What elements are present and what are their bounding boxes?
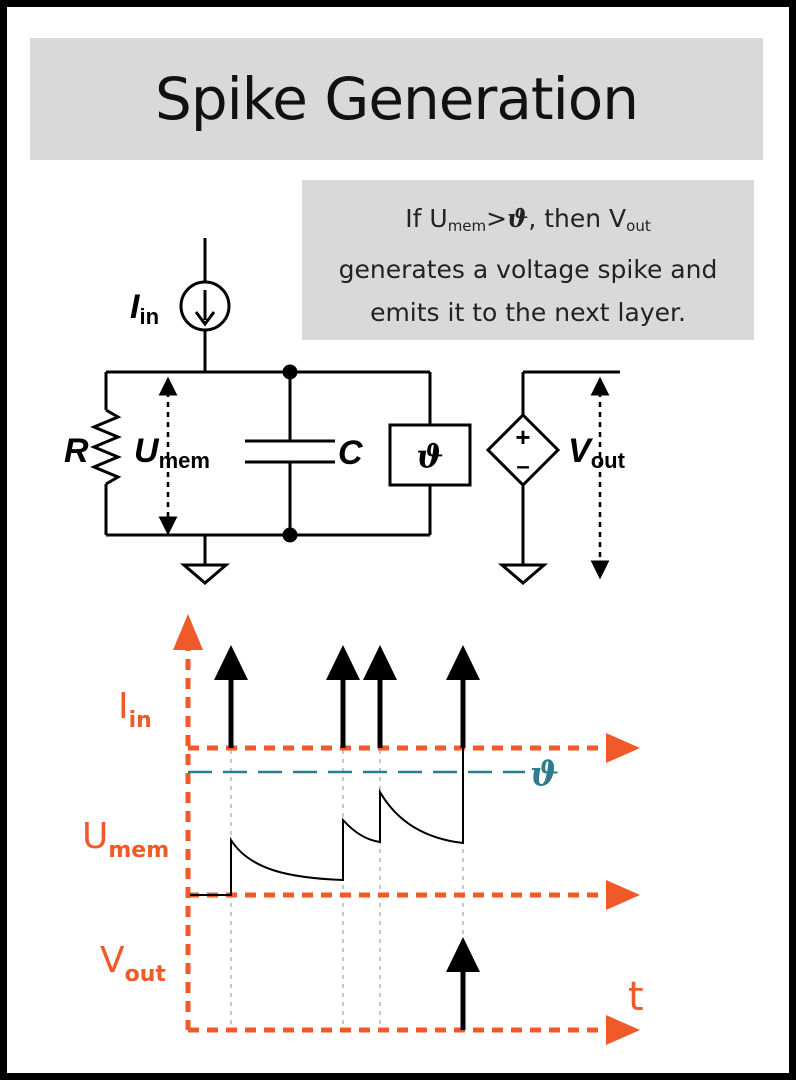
umem-axis-arrowhead <box>606 880 640 910</box>
y-axis-arrowhead <box>173 614 203 650</box>
time-axis-label: t <box>628 974 644 1020</box>
vout-arrow-down <box>590 560 610 580</box>
note-line-3: emits it to the next layer. <box>370 298 686 327</box>
condition-note: If Umem>ϑ, then Vout generates a voltage… <box>302 180 754 340</box>
iin-axis-arrowhead <box>606 733 640 763</box>
note-line-1: If Umem>ϑ, then Vout <box>405 204 651 235</box>
output-spike-head <box>446 937 480 972</box>
resistor-label: R <box>64 432 89 470</box>
time-gridlines <box>230 750 464 1030</box>
circuit-labels: Iin R Umem C ϑ + – Vout <box>64 288 626 480</box>
minus-sign: – <box>516 453 529 480</box>
input-spike-head <box>326 645 360 680</box>
vout-arrow-up <box>590 376 610 396</box>
circuit-schematic <box>90 238 620 585</box>
timing-diagram: Iin Umem Vout t ϑ <box>82 614 644 1045</box>
input-spike-heads <box>214 645 480 680</box>
vout-label: Vout <box>568 432 626 473</box>
input-spikes <box>228 676 466 748</box>
current-source-arrowhead <box>194 311 216 327</box>
input-spike-head <box>363 645 397 680</box>
timing-iin-label: Iin <box>118 686 152 733</box>
resistor-symbol <box>90 408 122 486</box>
plus-sign: + <box>515 422 530 452</box>
page-title: Spike Generation <box>155 65 639 133</box>
threshold-symbol: ϑ <box>416 437 443 475</box>
capacitor-label: C <box>338 434 363 472</box>
umem-label: Umem <box>134 432 210 473</box>
input-spike-head <box>214 645 248 680</box>
iin-label: Iin <box>130 288 159 329</box>
axis-arrowheads <box>173 614 640 1045</box>
note-line-2: generates a voltage spike and <box>338 255 718 284</box>
umem-arrow-up <box>158 376 178 396</box>
timing-umem-label: Umem <box>82 816 169 863</box>
time-axis-arrowhead <box>606 1015 640 1045</box>
axes <box>185 640 610 1033</box>
ground-symbol-right <box>497 563 549 585</box>
umem-arrow-down <box>158 516 178 536</box>
junction-dot-bottom <box>282 527 298 543</box>
timing-vout-label: Vout <box>100 940 166 987</box>
timing-labels: Iin Umem Vout t <box>82 686 644 1020</box>
junction-dot-top <box>282 364 298 380</box>
input-spike-head <box>446 645 480 680</box>
threshold-label: ϑ <box>530 754 559 794</box>
membrane-potential-trace <box>190 748 464 896</box>
ground-symbol-left <box>179 563 231 585</box>
title-banner: Spike Generation <box>30 38 763 160</box>
